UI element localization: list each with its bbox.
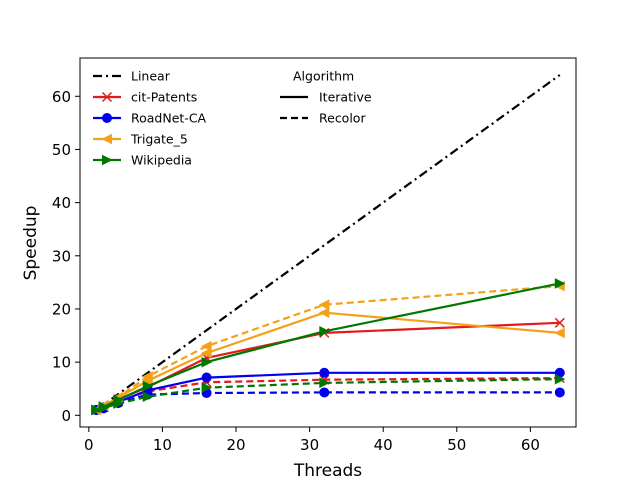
y-tick-label-60: 60 [52, 88, 71, 106]
roadnet-ca-iterative-point-5 [319, 367, 330, 378]
trigate-5-recolor-point-4 [200, 340, 212, 352]
legend: Linear cit-Patents RoadNet-CA Trigate_5 … [93, 69, 372, 168]
wikipedia-iterative-point-0 [91, 404, 102, 416]
x-tick-label-50: 50 [447, 436, 466, 454]
y-tick-label-40: 40 [52, 194, 71, 212]
y-axis-label: Speedup [21, 206, 41, 281]
legend-algorithm-title: Algorithm [293, 69, 354, 84]
y-tick-label-20: 20 [52, 300, 71, 318]
legend-wikipedia-marker [102, 154, 113, 166]
y-tick-label-10: 10 [52, 354, 71, 372]
legend-cit-patents: cit-Patents [93, 90, 197, 105]
wikipedia-iterative-point-1 [98, 401, 110, 413]
x-tick-label-40: 40 [374, 436, 393, 454]
y-tick-label-50: 50 [52, 141, 71, 159]
legend-roadnet-ca: RoadNet-CA [93, 111, 207, 126]
wikipedia-recolor-point-4 [201, 382, 213, 393]
legend-roadnet-ca-marker [102, 113, 112, 123]
x-axis-label: Threads [293, 461, 362, 480]
wikipedia-recolor-point-6 [554, 373, 566, 385]
linear-line [95, 74, 561, 411]
x-tick-label-10: 10 [153, 436, 172, 454]
legend-linear-label: Linear [131, 69, 171, 84]
y-tick-label-30: 30 [52, 247, 71, 265]
cit-patents-iterative-point-6 [554, 317, 565, 328]
trigate-5-iterative-point-5 [318, 307, 330, 318]
axes-layer: 0 10 20 30 40 50 60 0 10 20 30 40 50 60 [52, 88, 540, 454]
legend-cit-patents-label: cit-Patents [131, 90, 197, 105]
wikipedia-iterative-point-6 [554, 278, 566, 289]
legend-wikipedia: Wikipedia [93, 153, 192, 168]
trigate-5-iterative-point-4 [200, 347, 212, 359]
series-wikipedia [91, 278, 566, 416]
wikipedia-recolor-point-5 [319, 377, 330, 389]
trigate-5-iterative-point-6 [554, 327, 565, 339]
x-tick-label-0: 0 [84, 436, 94, 454]
x-tick-label-30: 30 [300, 436, 319, 454]
trigate-5-recolor-point-5 [318, 299, 330, 311]
series-layer [90, 74, 566, 416]
wikipedia-iterative-point-2 [113, 394, 124, 406]
wikipedia-recolor-point-3 [142, 391, 154, 403]
wikipedia-iterative-point-4 [201, 356, 213, 368]
wikipedia-iterative-point-5 [319, 325, 330, 337]
legend-trigate-5-label: Trigate_5 [130, 132, 188, 147]
roadnet-ca-recolor-point-5 [319, 387, 330, 398]
legend-trigate-5: Trigate_5 [93, 132, 188, 147]
roadnet-ca-iterative-point-4 [201, 372, 212, 383]
roadnet-ca-recolor-point-6 [554, 387, 565, 398]
y-tick-label-0: 0 [61, 407, 71, 425]
x-tick-label-20: 20 [226, 436, 245, 454]
legend-trigate-5-marker [101, 133, 112, 145]
legend-iterative-label: Iterative [319, 90, 372, 105]
legend-wikipedia-label: Wikipedia [131, 153, 192, 168]
trigate-5-iterative-point-3 [142, 375, 153, 387]
legend-recolor-label: Recolor [319, 111, 366, 126]
wikipedia-iterative-point-3 [142, 380, 154, 392]
plot-area-frame [79, 57, 577, 428]
legend-roadnet-ca-label: RoadNet-CA [131, 111, 207, 126]
legend-cit-patents-marker [101, 91, 113, 103]
x-tick-label-60: 60 [521, 436, 540, 454]
